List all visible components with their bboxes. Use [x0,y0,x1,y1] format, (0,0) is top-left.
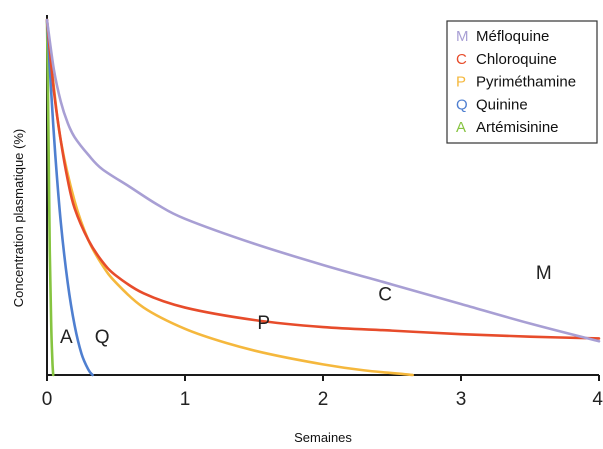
legend-items: M Méfloquine C Chloroquine P Pyriméthamine Q Qu… [456,28,576,136]
legend-letter: M [456,28,469,45]
legend-item-artemisinine: A Artémisinine [456,119,559,136]
series-line-pyrimethamine [45,18,414,377]
series-line-artemisinine [45,18,55,377]
legend-box [446,20,598,144]
series-line-chloroquine [45,18,601,340]
x-tick-label: 2 [318,389,329,410]
curve-label-pyrimethamine: P [257,313,270,334]
curve-label-mefloquine: M [536,263,552,284]
legend-letter: Q [456,96,468,113]
legend-label: Chloroquine [476,51,557,68]
curve-label-quinine: Q [95,327,110,348]
x-axis-title: Semaines [294,430,352,444]
legend-label: Quinine [476,96,528,113]
x-tick-label: 0 [42,389,53,410]
ticks-layer: 0 1 2 3 4 [42,375,603,410]
legend-letter: P [456,74,466,91]
legend-label: Méfloquine [476,28,549,45]
legend-label: Artémisinine [476,119,559,136]
x-tick-label: 4 [592,389,603,410]
legend-item-chloroquine: C Chloroquine [456,51,557,68]
y-axis-title: Concentration plasmatique (%) [11,129,26,307]
series-line-mefloquine [45,18,601,343]
legend-letter: A [456,119,466,136]
legend-label: Pyriméthamine [476,74,576,91]
curve-label-artemisinine: A [60,327,73,348]
x-tick-label: 3 [456,389,467,410]
series-line-quinine [45,18,94,377]
legend-item-quinine: Q Quinine [456,96,528,113]
legend: M Méfloquine C Chloroquine P Pyriméthamine Q Qu… [446,20,598,144]
series-layer [45,18,601,377]
curve-label-chloroquine: C [378,284,392,305]
legend-letter: C [456,51,467,68]
curve-labels-layer: M C P Q A [60,263,552,348]
legend-item-mefloquine: M Méfloquine [456,28,549,45]
legend-item-pyrimethamine: P Pyriméthamine [456,74,576,91]
x-tick-label: 1 [180,389,191,410]
